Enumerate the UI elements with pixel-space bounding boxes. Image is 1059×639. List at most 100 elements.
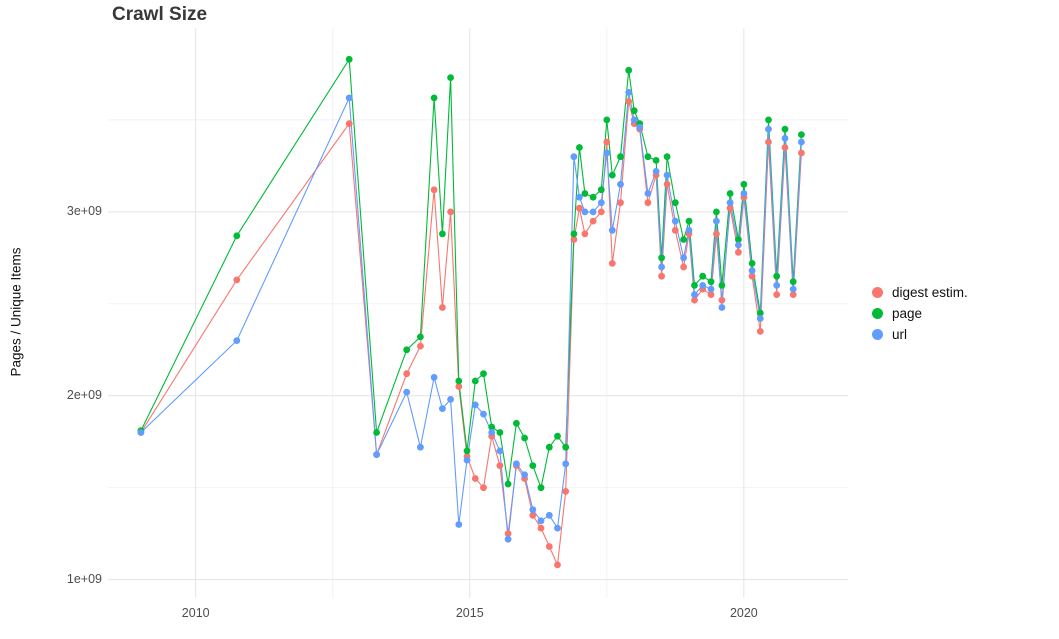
data-point (554, 524, 561, 532)
data-point (608, 171, 616, 179)
data-point (644, 190, 652, 197)
data-point (233, 337, 241, 344)
data-point (597, 199, 605, 207)
data-point (403, 346, 411, 354)
data-point (781, 125, 789, 133)
data-point (718, 282, 726, 289)
data-point (625, 89, 633, 96)
data-point (403, 388, 411, 396)
data-point (373, 429, 380, 436)
data-point (707, 285, 715, 293)
data-point (663, 171, 671, 179)
x-axis-tick-label: 2010 (181, 606, 210, 620)
data-point (726, 199, 734, 207)
data-point (617, 153, 624, 161)
data-point (589, 217, 597, 225)
legend-dot-icon (872, 287, 883, 298)
data-point (581, 190, 589, 197)
data-point (480, 484, 487, 492)
data-point (789, 278, 797, 286)
data-point (652, 168, 660, 175)
data-point (798, 149, 805, 157)
data-point (603, 149, 611, 157)
data-point (537, 517, 545, 525)
data-point (603, 138, 611, 146)
data-point (488, 429, 496, 436)
data-point (137, 429, 145, 436)
data-point (781, 144, 789, 151)
data-point (430, 374, 438, 381)
data-point (726, 190, 734, 197)
data-point (748, 260, 756, 267)
data-point (463, 456, 471, 464)
data-point (765, 116, 772, 124)
data-point (589, 208, 597, 216)
data-point (581, 230, 589, 238)
data-point (735, 248, 742, 256)
data-point (707, 291, 715, 298)
data-point (756, 328, 764, 335)
data-point (671, 226, 679, 234)
data-point (537, 524, 545, 532)
legend-item-digest: digest estim. (872, 282, 968, 303)
data-point (513, 460, 520, 468)
data-point (699, 282, 707, 289)
data-point (471, 401, 479, 409)
data-point (496, 429, 504, 436)
data-point (447, 208, 454, 216)
legend-item-page: page (872, 303, 968, 324)
data-point (658, 254, 665, 262)
data-point (345, 94, 353, 102)
data-point (233, 232, 241, 240)
data-point (554, 561, 561, 569)
data-point (463, 447, 471, 455)
data-point (726, 204, 734, 212)
data-point (430, 94, 438, 102)
data-point (576, 204, 583, 212)
y-axis-tick-label: 2e+09 (66, 387, 102, 402)
data-point (345, 120, 353, 127)
data-point (529, 506, 537, 514)
data-point (439, 405, 446, 412)
data-point (403, 370, 411, 378)
data-point (562, 460, 570, 468)
data-point (447, 396, 454, 403)
data-point (735, 236, 742, 243)
data-point (748, 272, 756, 280)
y-axis-tick-label: 1e+09 (66, 571, 102, 586)
data-point (699, 272, 707, 280)
data-point (233, 276, 241, 284)
data-point (521, 434, 528, 442)
data-point (529, 462, 537, 469)
data-point (576, 144, 583, 151)
data-point (439, 230, 446, 238)
chart-title: Crawl Size (112, 4, 208, 25)
x-axis-tick-label: 2020 (729, 606, 758, 620)
data-point (430, 186, 438, 194)
data-point (617, 199, 624, 207)
data-point (447, 74, 454, 81)
legend-label: digest estim. (892, 285, 968, 300)
data-point (562, 488, 570, 495)
data-point (471, 377, 479, 385)
data-point (798, 138, 805, 146)
data-point (608, 226, 616, 234)
plot-area (108, 28, 848, 598)
data-point (691, 282, 698, 289)
data-point (597, 208, 605, 216)
data-point (480, 410, 487, 418)
data-point (617, 180, 624, 188)
data-point (740, 180, 748, 188)
data-point (663, 180, 671, 188)
data-point (652, 157, 660, 164)
data-point (718, 296, 726, 304)
data-point (570, 230, 578, 238)
data-point (713, 230, 720, 238)
data-point (504, 535, 512, 543)
y-axis-tick-label: 3e+09 (66, 203, 102, 218)
data-point (496, 447, 504, 455)
data-point (685, 226, 693, 234)
data-point (455, 383, 463, 390)
data-point (570, 236, 578, 243)
data-point (455, 377, 463, 385)
